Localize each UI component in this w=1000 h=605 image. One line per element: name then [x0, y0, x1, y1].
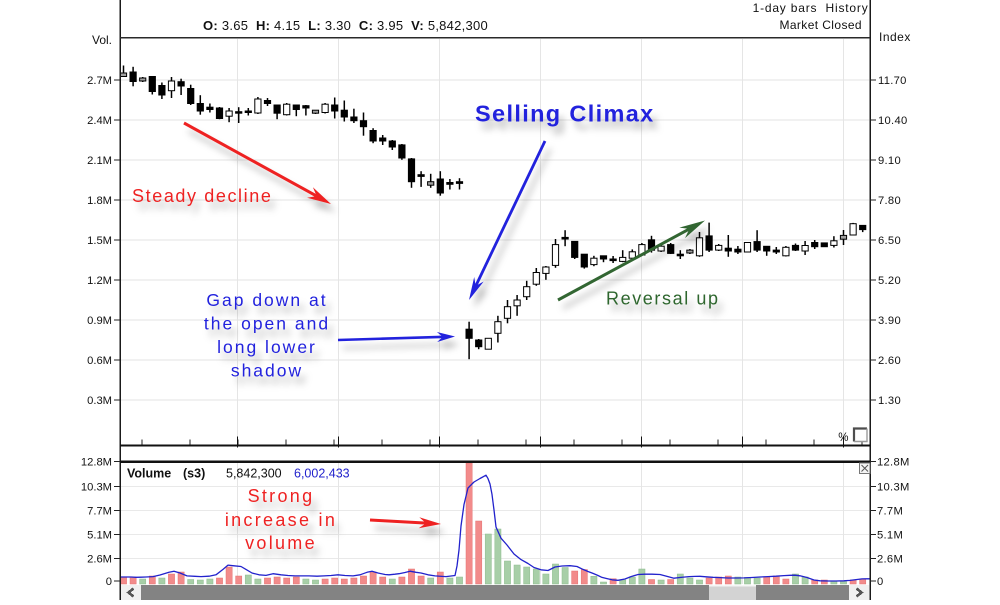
svg-text:0.6M: 0.6M: [87, 355, 112, 367]
svg-text:2.6M: 2.6M: [877, 554, 903, 566]
svg-text:11.70: 11.70: [878, 75, 907, 87]
svg-text:1.2M: 1.2M: [87, 275, 112, 287]
svg-text:6.50: 6.50: [878, 235, 901, 247]
svg-text:0: 0: [877, 576, 884, 588]
svg-text:the open and: the open and: [204, 314, 330, 334]
svg-text:Selling Climax: Selling Climax: [475, 101, 655, 127]
svg-text:1.30: 1.30: [878, 395, 901, 407]
svg-text:7.7M: 7.7M: [87, 506, 112, 518]
svg-text:Strong: Strong: [248, 486, 315, 506]
svg-text:0.9M: 0.9M: [87, 315, 112, 327]
svg-text:Vol.: Vol.: [92, 33, 112, 47]
svg-text:%: %: [838, 432, 848, 444]
svg-text:Gap down at: Gap down at: [206, 290, 327, 310]
svg-text:Steady decline: Steady decline: [132, 186, 272, 206]
svg-text:Reversal up: Reversal up: [606, 289, 720, 309]
svg-text:Index: Index: [879, 30, 911, 44]
svg-text:5.1M: 5.1M: [877, 530, 903, 542]
svg-text:shadow: shadow: [231, 361, 303, 381]
svg-text:7.7M: 7.7M: [877, 506, 903, 518]
svg-text:5.1M: 5.1M: [87, 530, 112, 542]
svg-text:volume: volume: [245, 533, 317, 553]
svg-text:12.8M: 12.8M: [81, 457, 112, 469]
svg-text:2.7M: 2.7M: [87, 75, 112, 87]
svg-text:0: 0: [106, 576, 112, 588]
svg-text:2.1M: 2.1M: [87, 155, 112, 167]
svg-text:9.10: 9.10: [878, 155, 901, 167]
svg-text:O: 3.65 H: 4.15 L: 3.30 C:: O: 3.65 H: 4.15 L: 3.30 C: 3.95 V: 5,842…: [203, 18, 488, 33]
svg-text:2.4M: 2.4M: [87, 115, 112, 127]
svg-text:7.80: 7.80: [878, 195, 901, 207]
svg-text:0.3M: 0.3M: [87, 395, 112, 407]
svg-text:long lower: long lower: [217, 337, 317, 357]
svg-text:1.5M: 1.5M: [87, 235, 112, 247]
svg-text:10.3M: 10.3M: [81, 482, 112, 494]
svg-text:Market Closed: Market Closed: [779, 18, 862, 32]
svg-text:12.8M: 12.8M: [877, 457, 910, 469]
svg-text:2.6M: 2.6M: [87, 554, 112, 566]
svg-text:2.60: 2.60: [878, 355, 901, 367]
svg-text:increase in: increase in: [225, 510, 337, 530]
svg-text:10.40: 10.40: [878, 115, 908, 127]
svg-text:1.8M: 1.8M: [87, 195, 112, 207]
svg-text:5.20: 5.20: [878, 275, 901, 287]
svg-text:10.3M: 10.3M: [877, 482, 910, 494]
svg-text:3.90: 3.90: [878, 315, 901, 327]
svg-text:1-day bars History: 1-day bars History: [753, 1, 869, 15]
